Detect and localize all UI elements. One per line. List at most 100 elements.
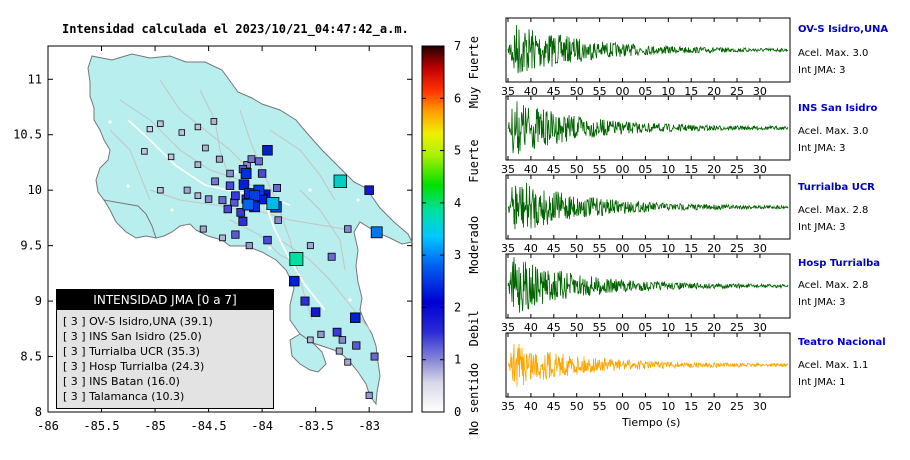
station-marker <box>238 216 248 226</box>
y-tick-label: 8.5 <box>20 350 42 364</box>
station-marker <box>183 186 191 194</box>
station-marker <box>146 126 153 133</box>
seismogram-waveform <box>507 257 789 313</box>
seismogram-tick-label: 25 <box>730 163 744 176</box>
station-marker <box>249 190 261 202</box>
seismogram-tick-label: 05 <box>638 163 652 176</box>
seismogram-tick-label: 35 <box>501 321 515 334</box>
station-marker <box>352 341 361 350</box>
seismogram-tick-label: 40 <box>524 400 538 413</box>
y-tick-label: 10.5 <box>13 128 42 142</box>
station-marker <box>257 169 267 178</box>
colorbar-tick-label: 3 <box>454 248 461 262</box>
y-tick-label: 9.5 <box>20 239 42 253</box>
colorbar-tick-label: 7 <box>454 39 461 53</box>
seismogram-waveform <box>507 343 789 387</box>
seismogram-tick-label: 10 <box>661 242 675 255</box>
seismogram-tick-label: 00 <box>616 400 630 413</box>
station-marker <box>310 307 321 317</box>
legend-row: [ 3 ] INS Batan (16.0) <box>63 375 180 388</box>
y-tick-label: 9 <box>35 294 42 308</box>
seismogram-tick-label: 40 <box>524 242 538 255</box>
seismogram-tick-label: 30 <box>753 85 767 98</box>
station-marker <box>273 183 281 192</box>
seismogram-tick-label: 35 <box>501 85 515 98</box>
station-marker <box>247 155 256 163</box>
seismogram-tick-label: 35 <box>501 242 515 255</box>
station-marker <box>344 225 352 233</box>
station-marker <box>210 118 218 125</box>
map-title: Intensidad calculada el 2023/10/21_04:47… <box>62 22 409 36</box>
station-marker <box>243 160 251 169</box>
seismogram-tick-label: 55 <box>593 163 607 176</box>
seismogram-tick-label: 55 <box>593 400 607 413</box>
seismogram-tick-label: 40 <box>524 163 538 176</box>
trace-station-name: INS San Isidro <box>798 103 878 114</box>
colorbar-tick-label: 6 <box>454 91 461 105</box>
seismogram-tick-label: 15 <box>684 400 698 413</box>
trace-jma-intensity: Int JMA: 3 <box>798 222 846 233</box>
seismogram-tick-label: 00 <box>616 321 630 334</box>
seismogram-tick-label: 05 <box>638 85 652 98</box>
seismogram-tick-label: 20 <box>707 242 721 255</box>
x-tick-label: -83.5 <box>298 419 334 433</box>
legend-row: [ 3 ] OV-S Isidro,UNA (39.1) <box>63 315 213 328</box>
legend-row: [ 3 ] Talamanca (10.3) <box>63 390 185 403</box>
station-marker <box>317 330 325 338</box>
seismogram-tick-label: 45 <box>547 242 561 255</box>
trace-peak-accel: Acel. Max. 2.8 <box>798 205 869 216</box>
seismogram-tick-label: 10 <box>661 163 675 176</box>
station-marker <box>211 177 219 186</box>
station-marker <box>333 174 348 189</box>
station-marker <box>263 235 272 245</box>
x-tick-label: -86 <box>37 419 59 433</box>
seismogram-tick-label: 20 <box>707 163 721 176</box>
colorbar-axis: 0 1 2 3 4 5 6 7 Muy Fuerte Fuerte Moderado Debil No … <box>422 36 481 435</box>
seismogram-tick-label: 50 <box>570 400 584 413</box>
time-axis-label: Tiempo (s) <box>622 416 681 429</box>
station-marker <box>219 234 226 242</box>
seismogram-tick-label: 35 <box>501 400 515 413</box>
station-marker <box>349 312 361 323</box>
station-marker <box>274 216 282 224</box>
station-marker <box>225 181 235 190</box>
station-markers <box>141 118 383 399</box>
trace-jma-intensity: Int JMA: 3 <box>798 143 846 154</box>
seismogram-tick-label: 25 <box>730 85 744 98</box>
seismogram-tick-label: 55 <box>593 321 607 334</box>
legend-row: [ 3 ] INS San Isidro (25.0) <box>63 330 202 343</box>
seismogram-tick-label: 30 <box>753 242 767 255</box>
colorbar-tick-label: 0 <box>454 405 461 419</box>
seismogram-tick-label: 10 <box>661 400 675 413</box>
seismogram-tick-label: 00 <box>616 242 630 255</box>
seismogram-tick-label: 50 <box>570 321 584 334</box>
x-tick-label: -83 <box>358 419 380 433</box>
station-marker <box>306 336 314 344</box>
station-marker <box>332 327 342 337</box>
station-marker <box>223 204 232 214</box>
intensity-colorbar <box>421 45 445 413</box>
station-marker <box>335 347 343 355</box>
station-marker <box>204 195 213 203</box>
seismogram-tick-label: 15 <box>684 321 698 334</box>
station-marker <box>194 161 202 169</box>
station-marker <box>199 225 207 233</box>
seismogram-tick-label: 50 <box>570 163 584 176</box>
y-tick-label: 10 <box>28 183 42 197</box>
station-marker <box>364 185 374 195</box>
seismogram-tick-label: 15 <box>684 163 698 176</box>
station-marker <box>240 168 252 180</box>
seismogram-tick-label: 05 <box>638 242 652 255</box>
station-marker <box>288 275 300 287</box>
station-marker <box>338 336 347 344</box>
colorbar-tick-label: 5 <box>454 144 461 158</box>
station-marker <box>242 198 255 211</box>
station-marker <box>202 144 209 152</box>
trace-peak-accel: Acel. Max. 3.0 <box>798 126 869 137</box>
y-tick-label: 11 <box>28 72 42 86</box>
station-marker <box>245 242 253 250</box>
trace-peak-accel: Acel. Max. 2.8 <box>798 280 869 291</box>
x-tick-label: -84 <box>251 419 273 433</box>
station-marker <box>344 358 352 366</box>
